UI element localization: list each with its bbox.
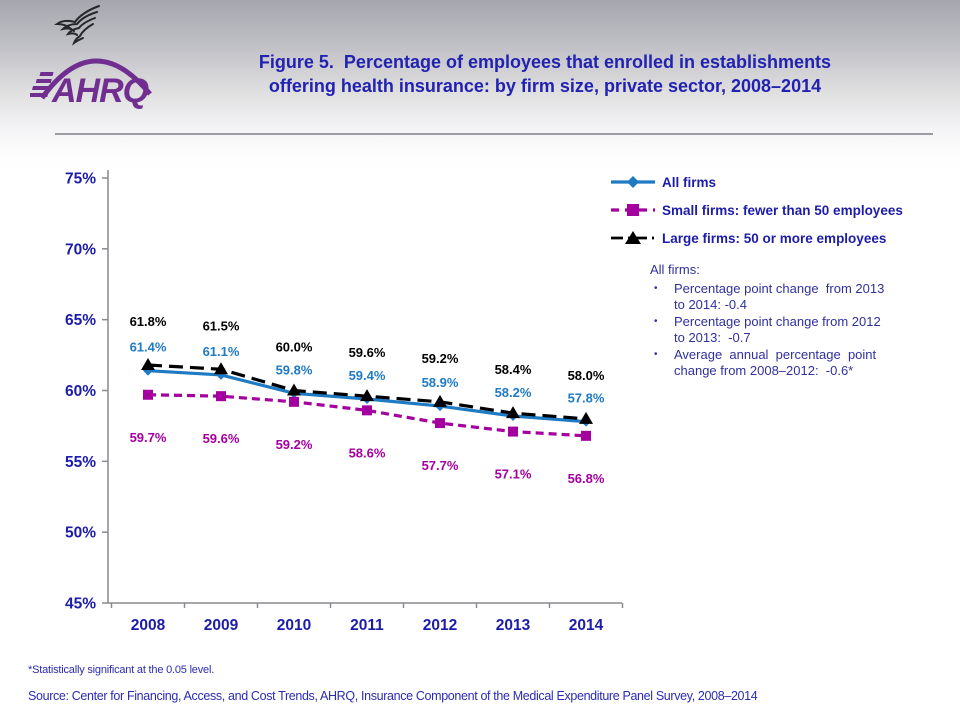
legend-item-all-firms: All firms <box>610 174 903 190</box>
x-tick-label: 2009 <box>204 617 239 634</box>
y-axis-labels: 45% 50% 55% 60% 65% 70% 75% <box>65 171 96 613</box>
data-label: 58.6% <box>349 445 386 460</box>
data-label: 61.5% <box>203 318 240 333</box>
series-small-firms-fewer-than-50-employees <box>143 389 591 441</box>
data-label: 59.2% <box>276 437 313 452</box>
line-chart: 45% 50% 55% 60% 65% 70% 75% 2008 2009 2010 2011 201… <box>65 170 624 634</box>
data-label: 61.4% <box>130 340 167 355</box>
y-tick-label: 65% <box>65 312 96 329</box>
y-tick-label: 50% <box>65 525 96 542</box>
data-label: 61.1% <box>203 344 240 359</box>
x-tick-label: 2013 <box>496 617 531 634</box>
annotation-bullet: • Percentage point change from 2013 to 2… <box>650 281 942 313</box>
data-label: 59.8% <box>276 362 313 377</box>
data-labels-small-firms-fewer-than-50-employees: 59.7% 59.6% 59.2% 58.6% 57.7% 57.1% 56.8% <box>130 430 605 486</box>
data-point-marker <box>289 396 299 407</box>
data-point-marker <box>360 389 374 402</box>
data-point-marker <box>214 362 228 375</box>
data-labels-large-firms-50-or-more-employees: 61.8% 61.5% 60.0% 59.6% 59.2% 58.4% 58.0% <box>130 314 605 383</box>
data-label: 59.4% <box>349 368 386 383</box>
data-point-marker <box>141 358 155 370</box>
data-label: 59.7% <box>130 430 167 445</box>
data-label: 56.8% <box>568 471 605 486</box>
page-title: Figure 5. Percentage of employees that e… <box>150 50 940 98</box>
annotation-line: change from 2008–2012: -0.6* <box>674 363 854 378</box>
annotation-heading: All firms: <box>650 262 700 277</box>
title-line-2: offering health insurance: by firm size,… <box>268 76 822 96</box>
bullet-icon: • <box>654 316 658 327</box>
x-axis-labels: 2008 2009 2010 2011 2012 2013 2014 <box>131 617 604 634</box>
data-point-marker <box>435 418 445 429</box>
x-tick-label: 2014 <box>569 617 604 634</box>
hhs-eagle-icon <box>53 5 100 46</box>
source-citation: Source: Center for Financing, Access, an… <box>28 689 758 703</box>
bullet-icon: • <box>654 283 658 294</box>
annotation-line: Average annual percentage point <box>674 347 877 362</box>
y-tick-label: 45% <box>65 596 96 613</box>
header-divider <box>55 133 933 135</box>
series-large-firms-50-or-more-employees <box>141 358 593 424</box>
annotation-bullet: • Percentage point change from 2012 to 2… <box>650 314 942 346</box>
annotation-bullet: • Average annual percentage point change… <box>650 347 942 379</box>
y-tick-label: 60% <box>65 383 96 400</box>
x-tick-label: 2010 <box>277 617 311 634</box>
y-tick-label: 55% <box>65 454 96 471</box>
data-label: 61.8% <box>130 314 167 329</box>
annotation-line: to 2014: -0.4 <box>674 297 747 312</box>
data-point-marker <box>216 391 226 402</box>
all-firms-annotation: All firms: • Percentage point change fro… <box>650 262 942 380</box>
data-point-marker <box>143 389 153 400</box>
data-label: 59.6% <box>203 431 240 446</box>
data-point-marker <box>287 383 301 396</box>
x-tick-label: 2008 <box>131 617 166 634</box>
data-point-marker <box>506 406 520 419</box>
data-label: 59.6% <box>349 345 386 360</box>
data-point-marker <box>581 430 591 441</box>
data-label: 58.2% <box>495 385 532 400</box>
x-tick-label: 2011 <box>350 617 384 634</box>
legend-label-large-firms: Large firms: 50 or more employees <box>662 230 887 246</box>
ahrq-logo-text: AHRQ <box>51 72 149 110</box>
legend-swatch-all-firms <box>611 176 655 188</box>
data-label: 60.0% <box>276 340 313 355</box>
legend-swatch-small-firms <box>611 204 655 216</box>
bullet-icon: • <box>654 349 658 360</box>
legend-item-large-firms: Large firms: 50 or more employees <box>610 230 903 246</box>
data-label: 58.4% <box>495 362 532 377</box>
legend-swatch-large-firms <box>611 231 655 244</box>
data-label: 59.2% <box>422 351 459 366</box>
data-point-marker <box>433 394 447 407</box>
annotation-line: Percentage point change from 2012 <box>674 314 881 329</box>
data-labels-all-firms: 61.4% 61.1% 59.8% 59.4% 58.9% 58.2% 57.8% <box>130 340 605 406</box>
annotation-line: Percentage point change from 2013 <box>674 281 885 296</box>
data-label: 57.1% <box>495 467 532 482</box>
axes <box>102 170 624 608</box>
annotation-line: to 2013: -0.7 <box>674 330 751 345</box>
x-tick-label: 2012 <box>423 617 457 634</box>
data-point-marker <box>362 405 372 416</box>
data-label: 57.7% <box>422 458 459 473</box>
legend-item-small-firms: Small firms: fewer than 50 employees <box>610 202 903 218</box>
data-point-marker <box>579 411 593 424</box>
ahrq-logo: AHRQ <box>30 58 152 110</box>
title-line-1: Figure 5. Percentage of employees that e… <box>258 52 832 72</box>
data-label: 58.0% <box>568 368 605 383</box>
data-label: 57.8% <box>568 391 605 406</box>
legend-label-small-firms: Small firms: fewer than 50 employees <box>662 202 903 218</box>
y-tick-label: 70% <box>65 241 96 258</box>
data-point-marker <box>508 426 518 437</box>
y-tick-label: 75% <box>65 171 96 188</box>
data-label: 58.9% <box>422 375 459 390</box>
statistical-footnote: *Statistically significant at the 0.05 l… <box>28 664 215 676</box>
chart-legend: All firms Small firms: fewer than 50 emp… <box>610 174 903 258</box>
legend-label-all-firms: All firms <box>662 174 717 190</box>
